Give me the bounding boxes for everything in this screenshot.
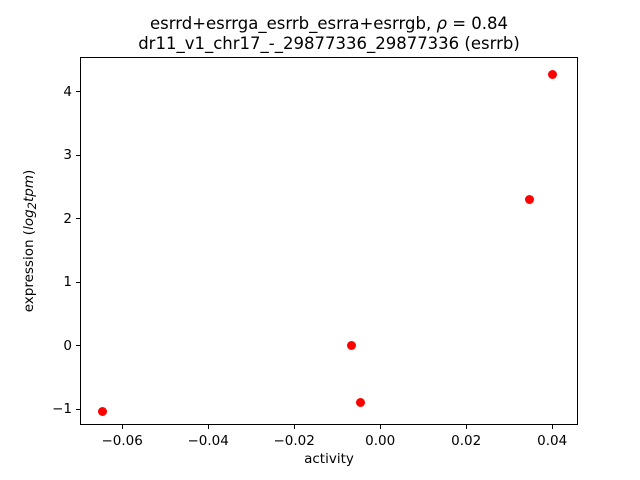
chart-title-line1: esrrd+esrrga_esrrb_esrra+esrrgb, ρ = 0.8… (80, 14, 578, 34)
y-tick-mark (76, 218, 80, 220)
chart-title: esrrd+esrrga_esrrb_esrra+esrrgb, ρ = 0.8… (80, 14, 578, 53)
y-tick-mark (76, 154, 80, 156)
x-tick-label: −0.06 (101, 433, 143, 449)
y-tick-mark (76, 281, 80, 283)
y-tick-mark (76, 408, 80, 410)
x-tick-mark (293, 425, 295, 429)
x-tick-label: −0.04 (187, 433, 229, 449)
scatter-point (346, 341, 356, 351)
y-tick-label: 3 (63, 147, 72, 164)
y-tick-label: 2 (63, 210, 72, 227)
plot-area (80, 57, 578, 425)
x-tick-mark (207, 425, 209, 429)
y-tick-mark (76, 91, 80, 93)
scatter-point (525, 195, 535, 205)
y-tick-label: 0 (63, 337, 72, 354)
y-tick-label: 4 (63, 83, 72, 100)
x-tick-mark (551, 425, 553, 429)
ylabel-text-prefix: expression ( (21, 229, 37, 313)
x-tick-mark (465, 425, 467, 429)
ylabel-log-subscript: 2 (25, 201, 39, 210)
y-tick-label: 1 (63, 274, 72, 291)
x-tick-label: 0.02 (451, 433, 482, 449)
x-tick-label: 0.04 (537, 433, 568, 449)
rho-symbol: ρ (436, 14, 447, 33)
scatter-point (356, 397, 366, 407)
title-text-suffix: = 0.84 (446, 14, 509, 33)
scatter-point (548, 70, 558, 80)
x-tick-label: 0.00 (365, 433, 396, 449)
y-axis-label: expression (log2tpm) (21, 170, 39, 313)
x-axis-label: activity (304, 451, 354, 467)
ylabel-tpm-text: tpm (21, 174, 37, 202)
scatter-point (97, 406, 107, 416)
chart-title-line2: dr11_v1_chr17_-_29877336_29877336 (esrrb… (138, 33, 520, 53)
x-tick-mark (379, 425, 381, 429)
ylabel-text-suffix: ) (21, 169, 37, 175)
y-tick-mark (76, 345, 80, 347)
y-tick-label: −1 (52, 401, 72, 418)
x-tick-mark (121, 425, 123, 429)
title-text-prefix: esrrd+esrrga_esrrb_esrra+esrrgb, (149, 14, 437, 33)
x-tick-label: −0.02 (273, 433, 315, 449)
